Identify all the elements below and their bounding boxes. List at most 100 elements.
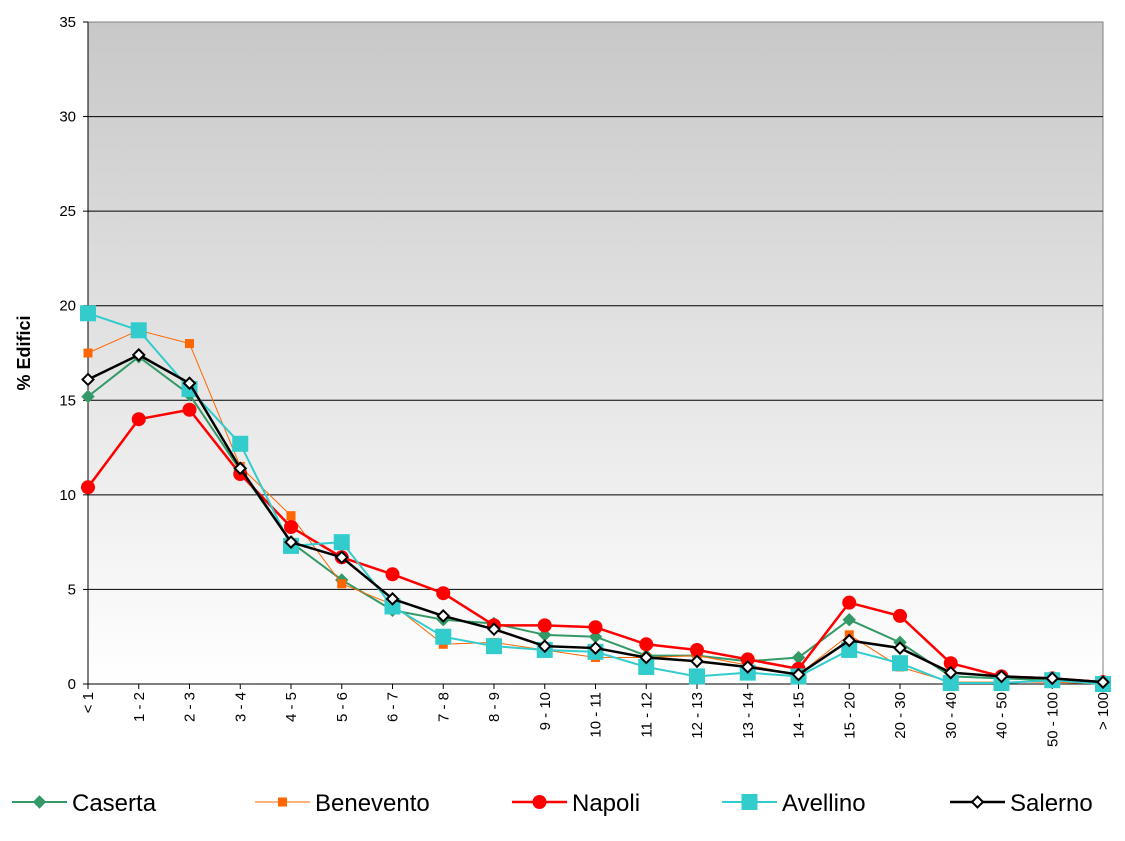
x-tick-label: 12 - 13	[689, 692, 706, 739]
data-point	[385, 567, 400, 582]
x-tick-label: 9 - 10	[537, 692, 554, 730]
data-point	[842, 633, 857, 648]
data-point	[182, 376, 197, 391]
y-tick-label: 0	[68, 676, 76, 693]
x-tick-label: 11 - 12	[638, 692, 655, 738]
legend: Caserta Benevento Napoli Avellino Salerno	[12, 790, 1093, 817]
x-tick-label: 50 - 100	[1044, 692, 1061, 747]
legend-item-benevento: Benevento	[255, 790, 430, 817]
legend-item-salerno: Salerno	[950, 790, 1093, 817]
data-point	[284, 535, 298, 550]
data-point	[131, 412, 146, 427]
data-point	[487, 622, 501, 637]
x-tick-label: 4 - 5	[283, 692, 300, 722]
y-axis: 0 5 10 15 20 25 30 35	[59, 14, 89, 693]
legend-label: Salerno	[1010, 790, 1093, 817]
data-point	[278, 797, 287, 807]
y-tick-label: 15	[59, 392, 76, 409]
x-tick-label: 14 - 15	[791, 692, 808, 739]
x-tick-label: 5 - 6	[334, 692, 351, 722]
data-point	[233, 461, 248, 476]
data-point	[284, 520, 298, 535]
data-point	[841, 641, 858, 658]
legend-item-napoli: Napoli	[512, 790, 640, 817]
x-tick-label: 8 - 9	[486, 692, 503, 722]
x-tick-label: 6 - 7	[385, 692, 402, 722]
data-point	[81, 480, 95, 495]
data-point	[842, 612, 856, 627]
x-tick-label: < 1	[80, 692, 97, 713]
data-point	[32, 795, 47, 809]
legend-item-caserta: Caserta	[12, 790, 157, 817]
legend-label: Napoli	[572, 790, 640, 817]
x-tick-label: > 100	[1095, 692, 1112, 730]
data-point	[80, 305, 96, 322]
data-point	[537, 639, 552, 654]
data-point	[892, 655, 908, 672]
x-tick-label: 13 - 14	[740, 692, 757, 739]
data-point	[690, 654, 704, 669]
series-avellino	[80, 305, 1111, 692]
data-point	[893, 641, 907, 655]
x-tick-label: 15 - 20	[841, 692, 858, 739]
data-point	[232, 435, 249, 452]
x-tick-label: 40 - 50	[994, 692, 1011, 739]
legend-label: Caserta	[72, 790, 157, 817]
data-point	[842, 595, 857, 610]
x-tick-label: 7 - 8	[435, 692, 452, 722]
y-tick-label: 5	[68, 581, 76, 598]
data-point	[436, 586, 451, 601]
x-tick-label: 2 - 3	[182, 692, 199, 722]
data-point	[131, 347, 146, 362]
data-point	[791, 667, 806, 682]
series-salerno	[81, 347, 1110, 690]
data-point	[385, 591, 400, 606]
data-point	[286, 511, 296, 521]
plot-area	[87, 21, 1104, 685]
legend-item-avellino: Avellino	[722, 790, 866, 817]
legend-label: Benevento	[315, 790, 430, 817]
data-point	[486, 638, 502, 655]
y-axis-title: % Edifici	[14, 315, 34, 390]
x-tick-label: 10 - 11	[588, 692, 605, 738]
data-point	[639, 650, 654, 665]
data-point	[182, 402, 197, 417]
x-tick-label: 1 - 2	[131, 692, 148, 722]
data-point	[83, 348, 93, 358]
data-point	[740, 660, 755, 674]
data-point	[639, 637, 654, 652]
data-point	[943, 665, 958, 680]
data-point	[130, 322, 147, 339]
data-point	[537, 618, 552, 633]
data-point	[1096, 675, 1110, 690]
x-tick-label: 30 - 40	[943, 692, 960, 739]
data-point	[588, 641, 603, 655]
data-point	[942, 675, 959, 692]
data-point	[532, 795, 547, 809]
y-tick-label: 30	[59, 109, 76, 126]
data-point	[588, 620, 603, 635]
x-axis: < 1 1 - 2 2 - 3 3 - 4 4 - 5 5 - 6 6 - 7 7 - 8 8 …	[80, 683, 1112, 747]
data-point	[638, 658, 655, 675]
data-point	[994, 669, 1009, 684]
data-point	[970, 795, 985, 809]
y-tick-label: 10	[59, 487, 76, 504]
y-tick-label: 20	[59, 298, 76, 315]
series-lines	[80, 305, 1111, 692]
x-tick-label: 3 - 4	[232, 692, 249, 722]
data-point	[435, 628, 452, 645]
data-point	[337, 579, 347, 589]
data-point	[333, 534, 350, 551]
data-point	[740, 652, 755, 667]
y-tick-label: 35	[59, 14, 76, 31]
data-point	[689, 668, 705, 685]
data-point	[81, 372, 95, 387]
data-point	[690, 642, 704, 657]
data-point	[81, 389, 95, 404]
data-point	[436, 608, 451, 623]
data-point	[741, 794, 758, 810]
legend-label: Avellino	[782, 790, 866, 817]
data-point	[334, 550, 349, 565]
